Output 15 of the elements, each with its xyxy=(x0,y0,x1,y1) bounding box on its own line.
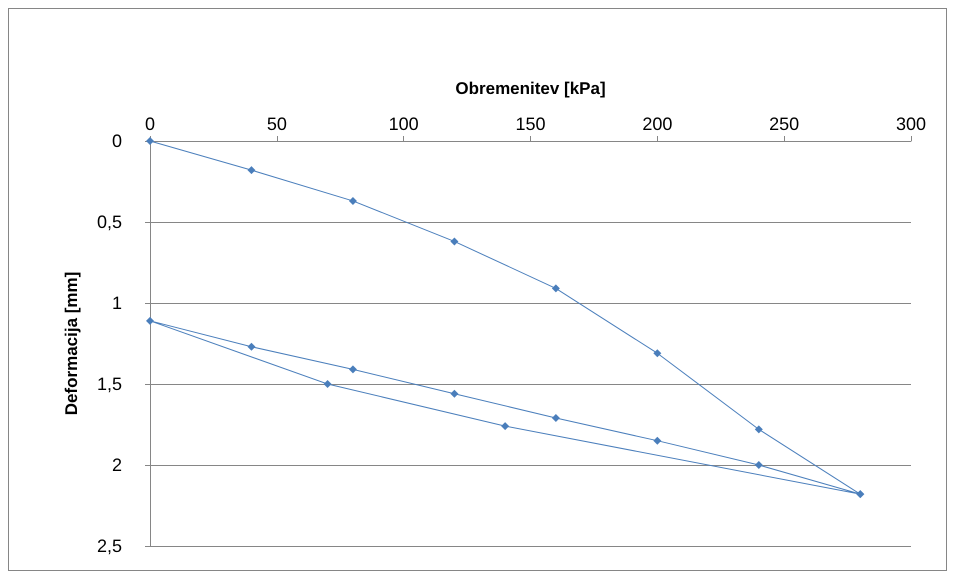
x-axis-title: Obremenitev [kPa] xyxy=(455,79,606,98)
y-tick-label: 0 xyxy=(112,131,122,151)
y-tick-label: 1 xyxy=(112,293,122,313)
x-tick-label: 250 xyxy=(769,114,800,134)
x-tick-label: 0 xyxy=(144,114,156,134)
x-tick-label: 150 xyxy=(515,114,546,134)
x-tick-label: 200 xyxy=(642,114,672,134)
x-tick-label: 300 xyxy=(896,114,926,134)
y-tick-label: 1,5 xyxy=(96,374,122,394)
y-tick-label: 2,5 xyxy=(96,536,122,556)
x-tick-label: 50 xyxy=(266,114,287,134)
y-tick-label: 2 xyxy=(112,455,122,475)
y-axis-title: Deformacija [mm] xyxy=(62,272,81,416)
y-tick-label: 0,5 xyxy=(96,212,122,232)
x-tick-label: 100 xyxy=(388,114,419,134)
